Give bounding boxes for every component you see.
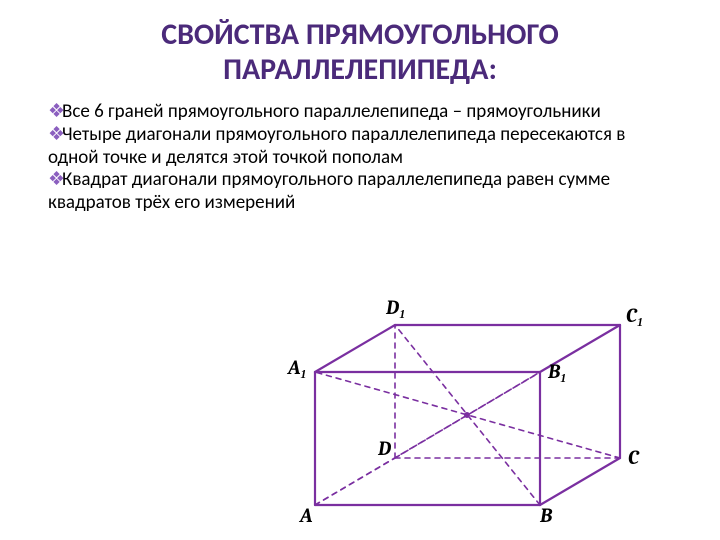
vertex-label: C₁ bbox=[626, 304, 644, 327]
bullet-item: ❖Четыре диагонали прямоугольного паралле… bbox=[48, 124, 672, 170]
vertex-label: A₁ bbox=[286, 356, 307, 379]
diamond-bullet-icon: ❖ bbox=[48, 101, 62, 124]
parallelepiped-svg: A B C D A₁ B₁ C₁ D₁ bbox=[260, 290, 660, 530]
vertex-label: B bbox=[539, 504, 553, 527]
bullet-item: ❖Все 6 граней прямоугольного параллелепи… bbox=[48, 101, 672, 124]
vertex-label: D₁ bbox=[385, 296, 406, 319]
bullet-text: Все 6 граней прямоугольного параллелепип… bbox=[62, 100, 601, 123]
title-line-2: ПАРАЛЛЕЛЕПИПЕДА: bbox=[48, 53, 672, 88]
bullet-item: ❖Квадрат диагонали прямоугольного паралл… bbox=[48, 169, 672, 215]
parallelepiped-diagram: A B C D A₁ B₁ C₁ D₁ bbox=[260, 290, 660, 530]
vertex-label: B₁ bbox=[547, 360, 567, 383]
bullet-text: Квадрат диагонали прямоугольного паралле… bbox=[48, 168, 610, 214]
vertex-label: C bbox=[628, 446, 640, 469]
bullet-list: ❖Все 6 граней прямоугольного параллелепи… bbox=[48, 101, 672, 215]
diamond-bullet-icon: ❖ bbox=[48, 169, 62, 192]
title-line-1: СВОЙСТВА ПРЯМОУГОЛЬНОГО bbox=[48, 18, 672, 53]
slide: СВОЙСТВА ПРЯМОУГОЛЬНОГО ПАРАЛЛЕЛЕПИПЕДА:… bbox=[0, 0, 720, 540]
diamond-bullet-icon: ❖ bbox=[48, 124, 62, 147]
vertex-label: A bbox=[298, 504, 313, 527]
slide-title: СВОЙСТВА ПРЯМОУГОЛЬНОГО ПАРАЛЛЕЛЕПИПЕДА: bbox=[48, 18, 672, 87]
bullet-text: Четыре диагонали прямоугольного параллел… bbox=[48, 123, 625, 169]
vertex-label: D bbox=[377, 437, 391, 460]
